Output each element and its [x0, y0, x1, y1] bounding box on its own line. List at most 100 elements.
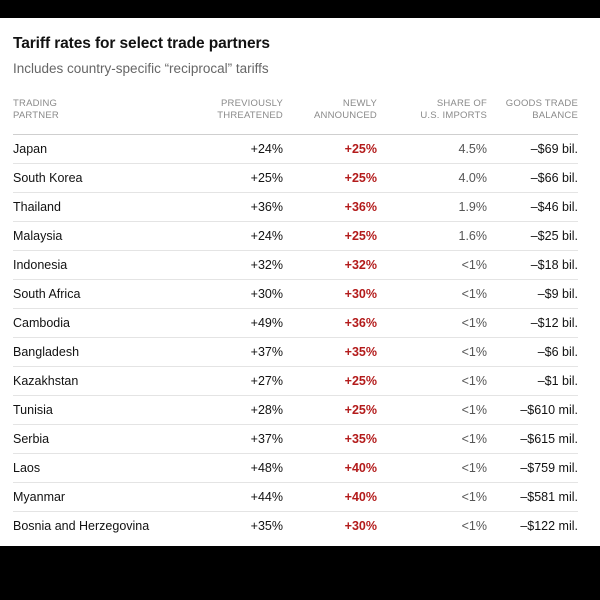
cell-partner: Laos: [13, 453, 193, 483]
column-header-partner: TRADING PARTNER: [13, 98, 193, 135]
cell-partner: Bosnia and Herzegovina: [13, 519, 150, 533]
cell-partner: Tunisia: [13, 395, 193, 425]
cell-partner: Myanmar: [13, 482, 193, 512]
cell-newly-announced: +40%: [283, 453, 377, 483]
cell-goods-trade-balance: –$615 mil.: [487, 424, 578, 454]
cell-newly-announced: +25%: [283, 366, 377, 396]
cell-goods-trade-balance: –$69 bil.: [487, 134, 578, 164]
page-subtitle: Includes country-specific “reciprocal” t…: [13, 61, 269, 76]
cell-previously-threatened: +44%: [193, 482, 283, 512]
table-row: Kazakhstan +27% +25% <1% –$1 bil.: [13, 366, 578, 396]
cell-goods-trade-balance: –$9 bil.: [487, 279, 578, 309]
page-title: Tariff rates for select trade partners: [13, 35, 270, 52]
column-header-line: PREVIOUSLY: [220, 98, 283, 109]
column-header-line: BALANCE: [532, 110, 578, 121]
table-row: Bosnia and Herzegovina +35% +30% <1% –$122 m…: [13, 512, 578, 541]
cell-previously-threatened: +24%: [193, 134, 283, 164]
cell-partner: Cambodia: [13, 308, 193, 338]
table-body: Japan +24% +25% 4.5% –$69 bil. South Korea +25…: [13, 134, 578, 541]
tariff-table: TRADING PARTNER PREVIOUSLY THREATENED NE…: [13, 98, 578, 540]
cell-goods-trade-balance: –$12 bil.: [487, 308, 578, 338]
cell-newly-announced: +32%: [283, 250, 377, 280]
column-header-line: SHARE OF: [436, 98, 487, 109]
cell-previously-threatened: +30%: [193, 279, 283, 309]
column-header-line: U.S. IMPORTS: [420, 110, 487, 121]
table-row: Myanmar +44% +40% <1% –$581 mil.: [13, 482, 578, 512]
cell-newly-announced: +35%: [283, 337, 377, 367]
cell-share-of-imports: <1%: [377, 482, 487, 512]
cell-goods-trade-balance: –$1 bil.: [487, 366, 578, 396]
cell-goods-trade-balance: –$46 bil.: [487, 192, 578, 222]
column-header-new: NEWLY ANNOUNCED: [283, 98, 377, 135]
table-row: Malaysia +24% +25% 1.6% –$25 bil.: [13, 221, 578, 251]
cell-share-of-imports: <1%: [377, 424, 487, 454]
cell-newly-announced: +25%: [283, 163, 377, 193]
cell-goods-trade-balance: –$25 bil.: [487, 221, 578, 251]
column-header-previous: PREVIOUSLY THREATENED: [193, 98, 283, 135]
cell-previously-threatened: +25%: [193, 163, 283, 193]
cell-previously-threatened: +28%: [193, 395, 283, 425]
cell-share-of-imports: 4.5%: [377, 134, 487, 164]
cell-partner: Serbia: [13, 424, 193, 454]
cell-partner: South Korea: [13, 163, 193, 193]
cell-previously-threatened: +36%: [193, 192, 283, 222]
cell-newly-announced: +35%: [283, 424, 377, 454]
table-row: Bangladesh +37% +35% <1% –$6 bil.: [13, 337, 578, 367]
cell-previously-threatened: +32%: [193, 250, 283, 280]
cell-goods-trade-balance: –$18 bil.: [487, 250, 578, 280]
cell-newly-announced: +30%: [283, 279, 377, 309]
tariff-table-card: Tariff rates for select trade partners I…: [0, 18, 600, 546]
cell-goods-trade-balance: –$581 mil.: [487, 482, 578, 512]
table-row: Laos +48% +40% <1% –$759 mil.: [13, 453, 578, 483]
table-row: South Africa +30% +30% <1% –$9 bil.: [13, 279, 578, 309]
cell-partner: Malaysia: [13, 221, 193, 251]
table-row: Japan +24% +25% 4.5% –$69 bil.: [13, 134, 578, 164]
table-row: Tunisia +28% +25% <1% –$610 mil.: [13, 395, 578, 425]
cell-newly-announced: +25%: [283, 134, 377, 164]
cell-share-of-imports: <1%: [377, 366, 487, 396]
cell-goods-trade-balance: –$66 bil.: [487, 163, 578, 193]
cell-previously-threatened: +37%: [193, 424, 283, 454]
cell-partner: Kazakhstan: [13, 366, 193, 396]
cell-goods-trade-balance: –$759 mil.: [487, 453, 578, 483]
table-row: Indonesia +32% +32% <1% –$18 bil.: [13, 250, 578, 280]
cell-newly-announced: +36%: [283, 308, 377, 338]
cell-partner: Bangladesh: [13, 337, 193, 367]
column-header-line: ANNOUNCED: [313, 110, 377, 121]
column-header-line: NEWLY: [342, 98, 377, 109]
cell-partner: South Africa: [13, 279, 193, 309]
cell-share-of-imports: <1%: [377, 279, 487, 309]
column-header-share: SHARE OF U.S. IMPORTS: [377, 98, 487, 135]
column-header-line: THREATENED: [217, 110, 283, 121]
table-row: Thailand +36% +36% 1.9% –$46 bil.: [13, 192, 578, 222]
cell-goods-trade-balance: –$6 bil.: [487, 337, 578, 367]
cell-partner: Thailand: [13, 192, 193, 222]
cell-previously-threatened: +24%: [193, 221, 283, 251]
cell-share-of-imports: 4.0%: [377, 163, 487, 193]
cell-share-of-imports: <1%: [377, 250, 487, 280]
cell-previously-threatened: +37%: [193, 337, 283, 367]
cell-goods-trade-balance: –$610 mil.: [487, 395, 578, 425]
table-row: Cambodia +49% +36% <1% –$12 bil.: [13, 308, 578, 338]
cell-share-of-imports: 1.6%: [377, 221, 487, 251]
cell-newly-announced: +40%: [283, 482, 377, 512]
cell-share-of-imports: <1%: [377, 453, 487, 483]
table-row: South Korea +25% +25% 4.0% –$66 bil.: [13, 163, 578, 193]
cell-previously-threatened: +27%: [193, 366, 283, 396]
cell-share-of-imports: <1%: [377, 308, 487, 338]
cell-newly-announced: +30%: [344, 519, 377, 533]
column-header-balance: GOODS TRADE BALANCE: [487, 98, 578, 135]
table-header-row: TRADING PARTNER PREVIOUSLY THREATENED NE…: [13, 98, 578, 135]
column-header-line: PARTNER: [13, 110, 59, 121]
cell-goods-trade-balance: –$122 mil.: [520, 519, 578, 533]
column-header-line: TRADING: [13, 98, 58, 109]
column-header-line: GOODS TRADE: [505, 98, 578, 109]
cell-newly-announced: +36%: [283, 192, 377, 222]
cell-newly-announced: +25%: [283, 395, 377, 425]
cell-previously-threatened: +35%: [250, 519, 283, 533]
cell-previously-threatened: +49%: [193, 308, 283, 338]
cell-partner: Indonesia: [13, 250, 193, 280]
cell-previously-threatened: +48%: [193, 453, 283, 483]
cell-share-of-imports: <1%: [377, 337, 487, 367]
cell-share-of-imports: 1.9%: [377, 192, 487, 222]
